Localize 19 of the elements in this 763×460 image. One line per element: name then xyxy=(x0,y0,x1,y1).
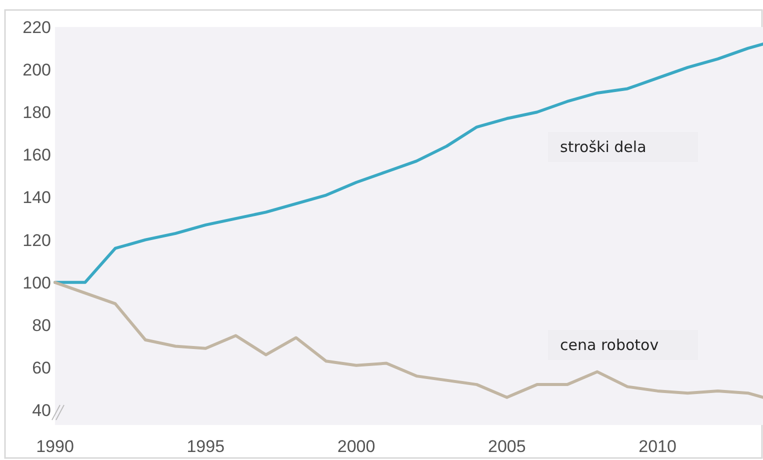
x-tick-label: 2000 xyxy=(337,437,376,456)
y-tick-label: 60 xyxy=(32,358,51,378)
y-tick-label: 40 xyxy=(32,401,51,420)
y-tick-label: 200 xyxy=(22,60,51,80)
y-tick-label: 120 xyxy=(22,230,51,250)
y-tick-label: 80 xyxy=(32,316,51,335)
y-tick-label: 100 xyxy=(22,273,51,292)
line-series xyxy=(54,280,763,399)
y-tick-label: 140 xyxy=(22,188,51,208)
y-tick-label: 160 xyxy=(22,146,51,165)
x-tick-label: 1990 xyxy=(36,437,74,456)
text: stroški dela xyxy=(560,138,646,156)
x-tick-label: 2010 xyxy=(638,437,676,456)
y-tick-label: 180 xyxy=(22,103,51,122)
y-tick-label: 220 xyxy=(22,18,51,37)
x-tick-label: 2005 xyxy=(488,437,526,456)
x-tick-label: 1995 xyxy=(186,437,225,456)
line-series xyxy=(54,42,763,284)
series-label: cena robotov xyxy=(560,336,659,354)
